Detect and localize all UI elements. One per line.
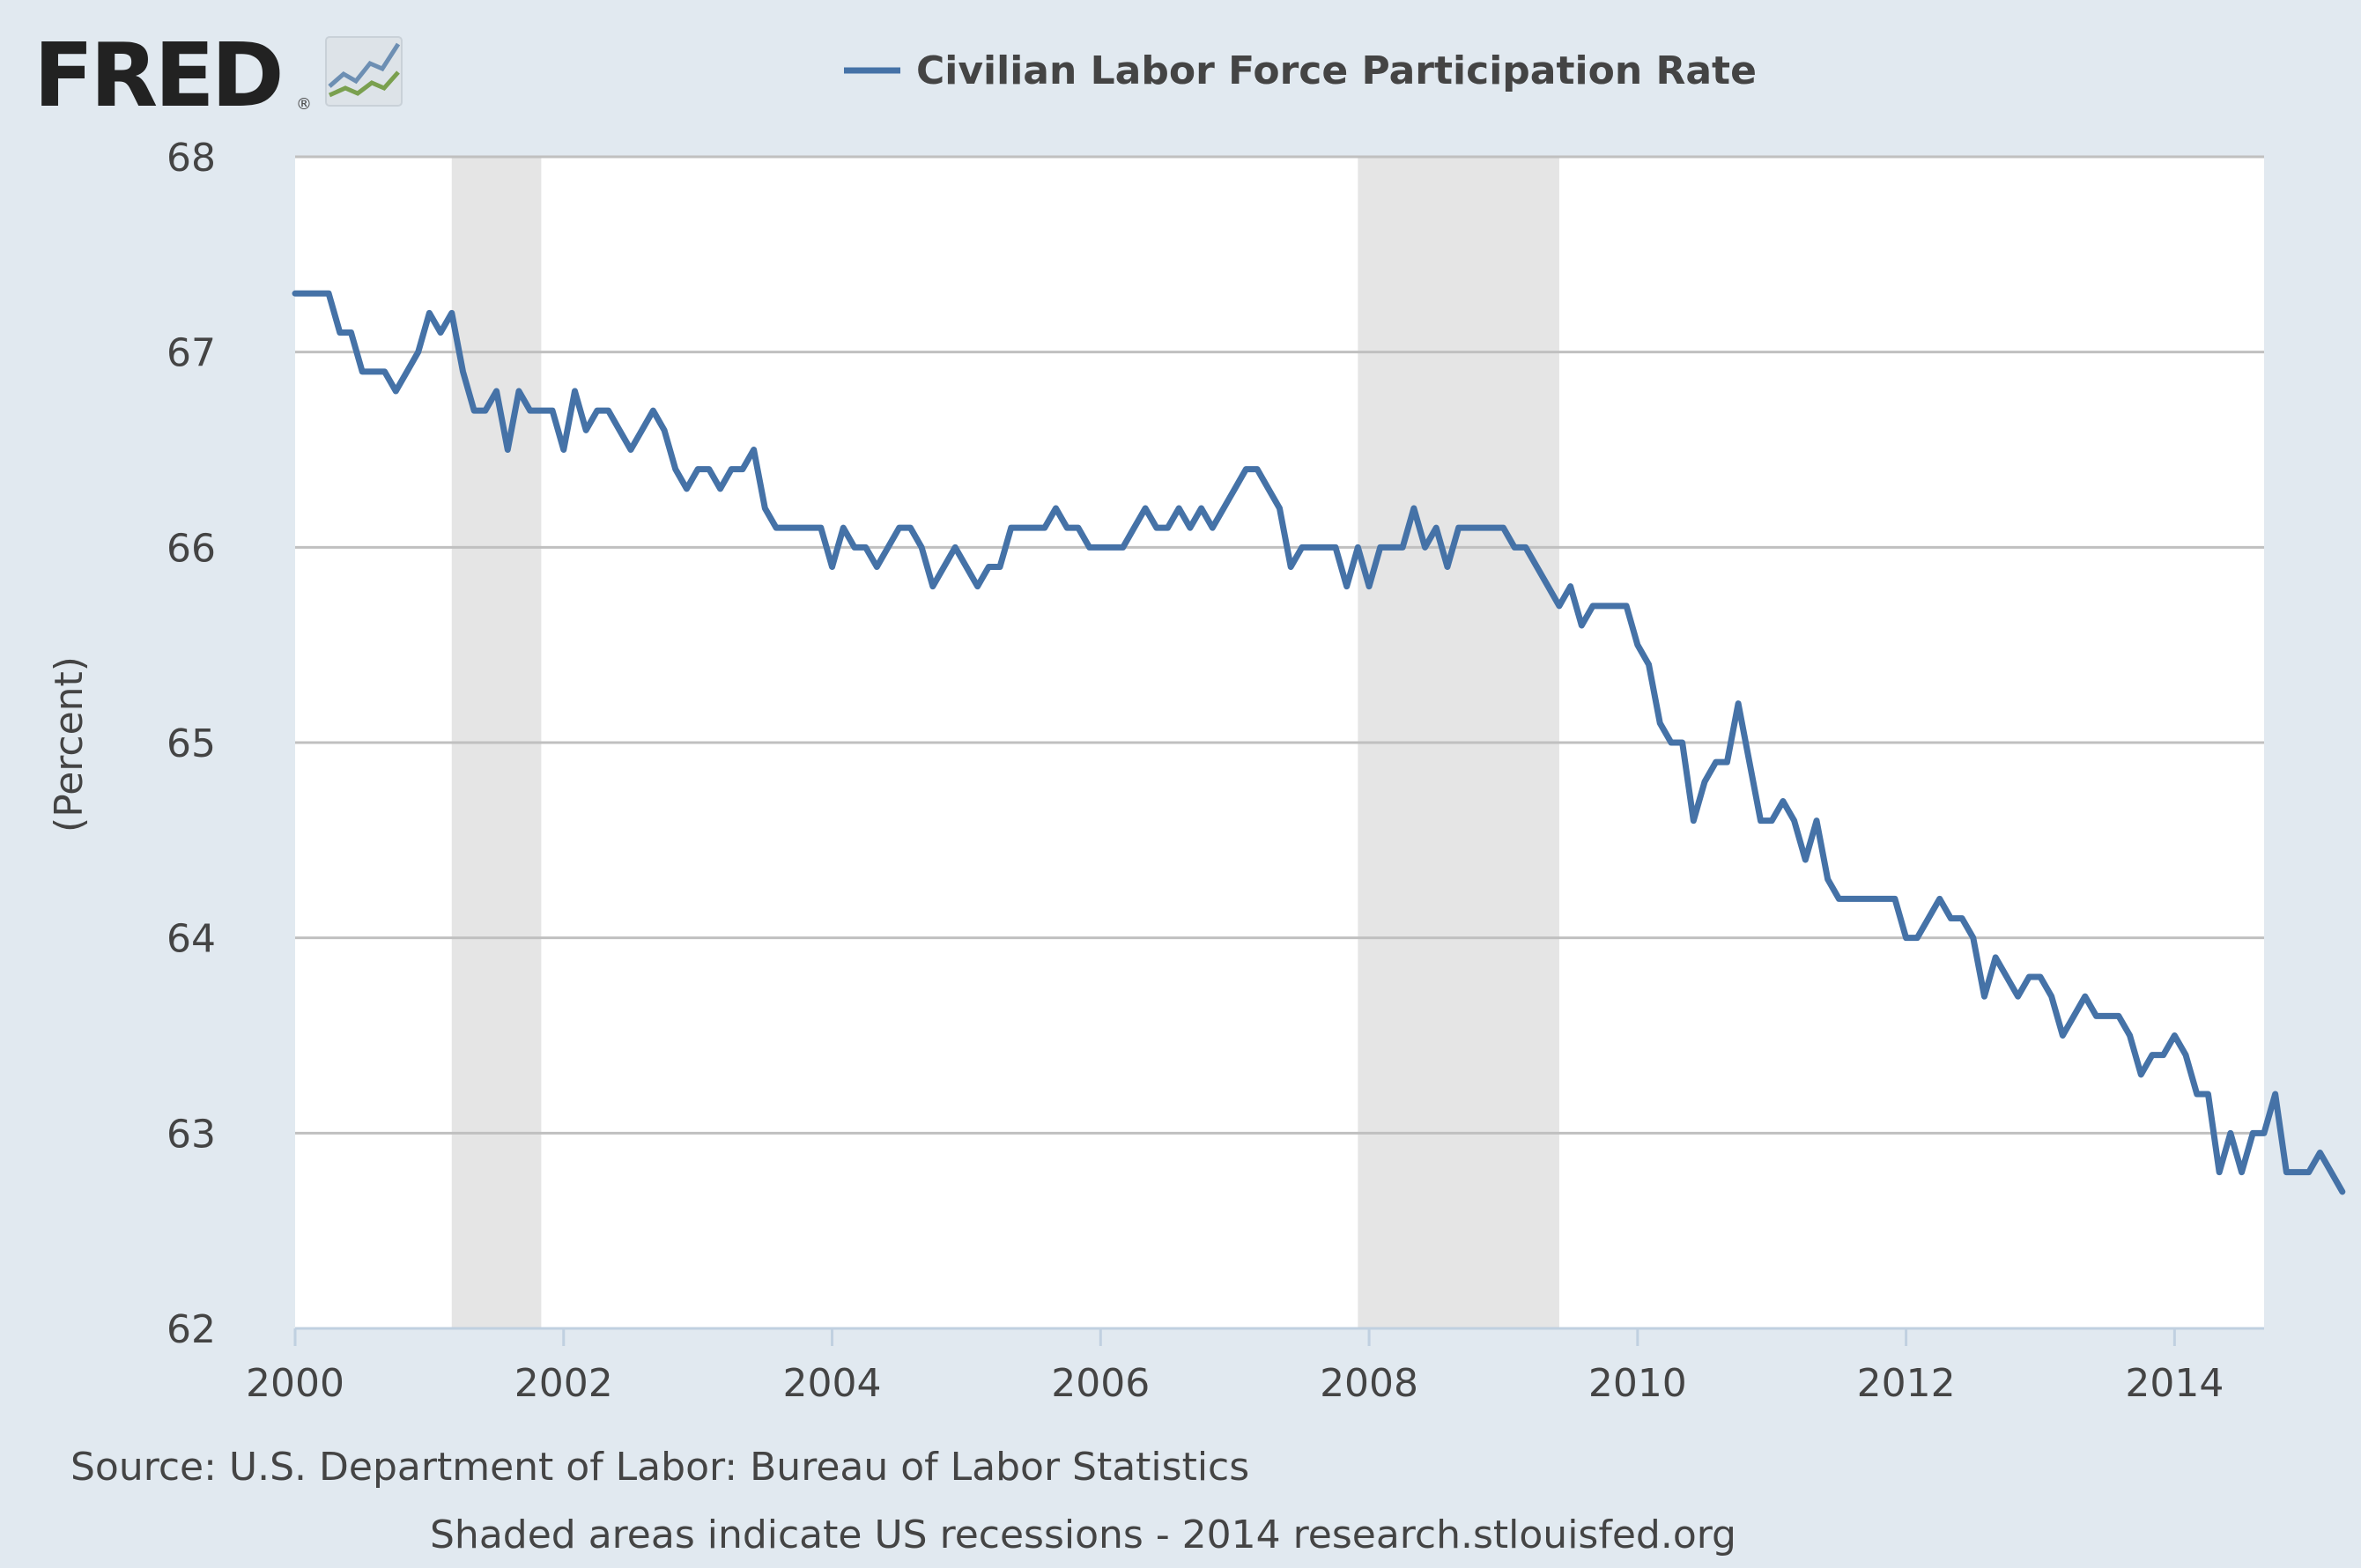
y-axis-title: (Percent)	[47, 656, 92, 832]
x-tick-label-2000: 2000	[246, 1361, 344, 1406]
fred-logo-text: FRED	[33, 24, 281, 127]
x-tick-label-2006: 2006	[1051, 1361, 1150, 1406]
recession-note: Shaded areas indicate US recessions - 20…	[430, 1513, 1736, 1557]
y-axis: 62 63 64 65 66 67 68	[167, 136, 216, 1352]
y-tick-label-66: 66	[167, 526, 216, 571]
source-note: Source: U.S. Department of Labor: Bureau…	[70, 1445, 1249, 1490]
y-gridlines	[295, 155, 2264, 1135]
legend[interactable]: Civilian Labor Force Participation Rate	[844, 48, 1757, 93]
y-tick-label-67: 67	[167, 331, 216, 376]
x-tick-label-2012: 2012	[1857, 1361, 1956, 1406]
y-tick-label-62: 62	[167, 1307, 216, 1352]
registered-mark: ®	[296, 95, 312, 114]
y-tick-label-65: 65	[167, 721, 216, 766]
y-tick-label-68: 68	[167, 136, 216, 181]
legend-label: Civilian Labor Force Participation Rate	[916, 48, 1757, 93]
x-tick-label-2014: 2014	[2125, 1361, 2224, 1406]
x-tick-label-2004: 2004	[783, 1361, 882, 1406]
x-tick-label-2008: 2008	[1320, 1361, 1418, 1406]
fred-chart-logo-icon	[325, 36, 403, 107]
y-tick-label-64: 64	[167, 917, 216, 962]
y-tick-label-63: 63	[167, 1112, 216, 1157]
x-axis: 2000 2002 2004 2006 2008 2010 2012 2014	[246, 1327, 2264, 1406]
fred-logo[interactable]: FRED ®	[33, 24, 403, 127]
x-tick-label-2002: 2002	[514, 1361, 613, 1406]
series-line-1	[292, 290, 2346, 1195]
series-layer	[292, 290, 2346, 1195]
x-tick-label-2010: 2010	[1588, 1361, 1687, 1406]
